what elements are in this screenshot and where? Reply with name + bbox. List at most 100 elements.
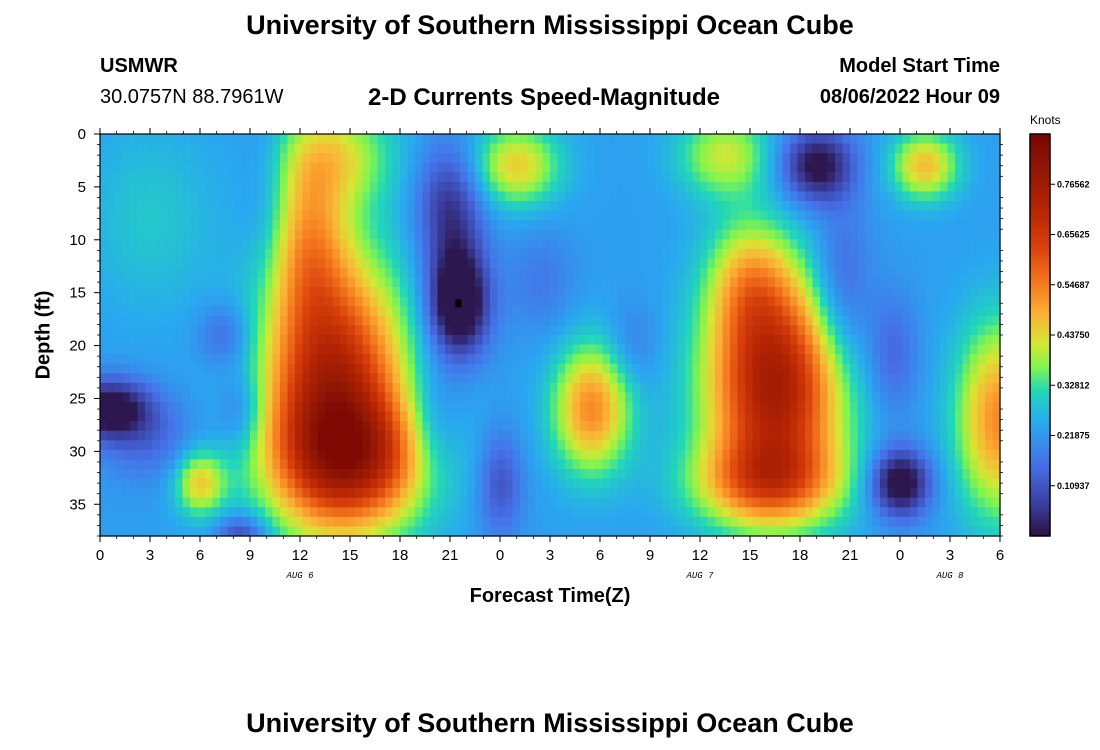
- heatmap-cell: [265, 449, 274, 461]
- heatmap-cell: [557, 459, 566, 470]
- heatmap-cell: [227, 220, 236, 231]
- heatmap-cell: [872, 306, 881, 317]
- heatmap-cell: [617, 315, 626, 327]
- heatmap-cell: [715, 392, 724, 403]
- heatmap-cell: [737, 382, 746, 394]
- heatmap-cell: [370, 354, 379, 365]
- heatmap-cell: [842, 143, 851, 154]
- heatmap-cell: [415, 507, 424, 518]
- heatmap-cell: [707, 277, 716, 288]
- heatmap-cell: [407, 392, 416, 403]
- heatmap-cell: [610, 497, 619, 508]
- heatmap-cell: [910, 459, 919, 470]
- heatmap-cell: [722, 258, 731, 269]
- heatmap-cell: [160, 421, 169, 432]
- heatmap-cell: [932, 440, 941, 451]
- heatmap-cell: [295, 459, 304, 470]
- heatmap-cell: [925, 172, 934, 183]
- heatmap-cell: [445, 469, 454, 480]
- heatmap-cell: [992, 354, 1001, 365]
- heatmap-cell: [430, 153, 439, 164]
- heatmap-cell: [107, 421, 116, 432]
- heatmap-cell: [910, 497, 919, 508]
- heatmap-cell: [812, 373, 821, 384]
- heatmap-cell: [250, 239, 259, 250]
- heatmap-cell: [595, 526, 604, 537]
- heatmap-cell: [857, 392, 866, 403]
- heatmap-cell: [392, 335, 401, 346]
- heatmap-cell: [475, 248, 484, 260]
- heatmap-cell: [377, 172, 386, 183]
- heatmap-cell: [835, 248, 844, 260]
- heatmap-cell: [542, 478, 551, 489]
- heatmap-cell: [797, 421, 806, 432]
- heatmap-cell: [880, 248, 889, 260]
- heatmap-cell: [460, 210, 469, 221]
- heatmap-cell: [647, 449, 656, 461]
- heatmap-cell: [212, 478, 221, 489]
- heatmap-cell: [385, 411, 394, 422]
- heatmap-cell: [310, 172, 319, 183]
- heatmap-cell: [782, 153, 791, 164]
- heatmap-cell: [970, 402, 979, 413]
- heatmap-cell: [235, 440, 244, 451]
- heatmap-cell: [737, 363, 746, 374]
- heatmap-cell: [347, 287, 356, 298]
- heatmap-cell: [175, 440, 184, 451]
- heatmap-cell: [130, 478, 139, 489]
- heatmap-cell: [205, 354, 214, 365]
- heatmap-cell: [557, 382, 566, 394]
- heatmap-cell: [647, 287, 656, 298]
- heatmap-cell: [917, 248, 926, 260]
- heatmap-cell: [700, 325, 709, 336]
- heatmap-cell: [940, 344, 949, 355]
- heatmap-cell: [992, 392, 1001, 403]
- heatmap-cell: [977, 210, 986, 221]
- heatmap-cell: [542, 201, 551, 212]
- heatmap-cell: [197, 354, 206, 365]
- heatmap-cell: [520, 248, 529, 260]
- heatmap-cell: [415, 459, 424, 470]
- heatmap-cell: [467, 306, 476, 317]
- heatmap-cell: [917, 382, 926, 394]
- heatmap-cell: [602, 201, 611, 212]
- heatmap-cell: [250, 181, 259, 193]
- heatmap-cell: [632, 421, 641, 432]
- heatmap-cell: [557, 153, 566, 164]
- heatmap-cell: [752, 449, 761, 461]
- heatmap-cell: [625, 153, 634, 164]
- heatmap-cell: [430, 229, 439, 240]
- heatmap-cell: [167, 306, 176, 317]
- heatmap-cell: [707, 478, 716, 489]
- heatmap-cell: [715, 478, 724, 489]
- heatmap-cell: [475, 172, 484, 183]
- heatmap-cell: [167, 153, 176, 164]
- heatmap-cell: [760, 516, 769, 528]
- heatmap-cell: [617, 392, 626, 403]
- heatmap-cell: [272, 268, 281, 279]
- heatmap-cell: [902, 325, 911, 336]
- heatmap-cell: [985, 277, 994, 288]
- heatmap-cell: [160, 325, 169, 336]
- heatmap-cell: [617, 287, 626, 298]
- heatmap-cell: [160, 335, 169, 346]
- heatmap-cell: [520, 143, 529, 154]
- heatmap-cell: [160, 459, 169, 470]
- heatmap-cell: [227, 229, 236, 240]
- heatmap-cell: [295, 191, 304, 202]
- heatmap-cell: [782, 421, 791, 432]
- heatmap-cell: [212, 411, 221, 422]
- heatmap-cell: [745, 181, 754, 193]
- heatmap-cell: [160, 315, 169, 327]
- heatmap-cell: [152, 239, 161, 250]
- heatmap-cell: [272, 325, 281, 336]
- heatmap-cell: [280, 440, 289, 451]
- heatmap-cell: [760, 421, 769, 432]
- heatmap-cell: [602, 363, 611, 374]
- heatmap-cell: [880, 239, 889, 250]
- heatmap-cell: [197, 143, 206, 154]
- heatmap-cell: [782, 469, 791, 480]
- heatmap-cell: [197, 287, 206, 298]
- heatmap-cell: [505, 354, 514, 365]
- heatmap-cell: [880, 382, 889, 394]
